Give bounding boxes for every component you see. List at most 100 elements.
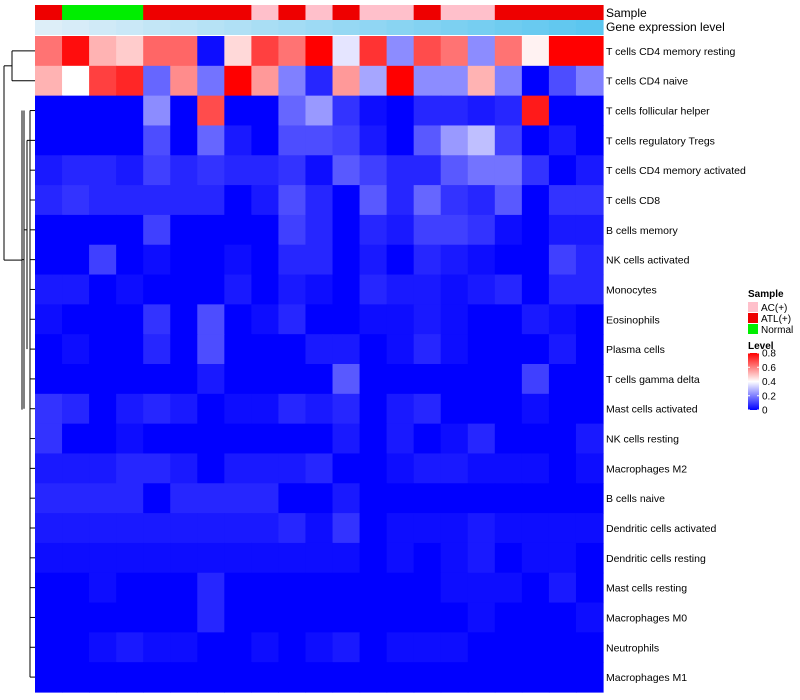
heatmap-cell <box>494 185 523 216</box>
heatmap-cell <box>521 542 550 574</box>
heatmap-cell <box>359 244 388 276</box>
heatmap-cell <box>35 662 63 693</box>
heatmap-cell <box>413 244 442 276</box>
heatmap-cell <box>332 185 361 216</box>
heatmap-cell <box>521 453 550 484</box>
heatmap-cell <box>278 364 307 395</box>
heatmap-cell <box>521 95 550 127</box>
heatmap-cell <box>413 65 442 97</box>
heatmap-cell <box>521 274 550 305</box>
heatmap-cell <box>35 364 63 395</box>
heatmap-cell <box>197 65 225 97</box>
heatmap-cell <box>197 483 225 514</box>
heatmap-cell <box>116 572 144 604</box>
heatmap-cell <box>521 602 550 633</box>
heatmap-cell <box>278 483 307 514</box>
heatmap-cell <box>224 453 252 484</box>
heatmap-cell <box>440 95 469 127</box>
heatmap-cell <box>143 36 171 67</box>
heatmap-cell <box>494 125 523 156</box>
sample-annotation-cell <box>278 5 307 20</box>
expression-level-annotation-cell <box>467 20 496 35</box>
heatmap-cell <box>62 65 90 97</box>
row-label: Dendritic cells resting <box>606 553 706 565</box>
heatmap-cell <box>548 65 577 97</box>
row-label: NK cells activated <box>606 255 690 267</box>
heatmap-cell <box>332 542 361 574</box>
heatmap-cell <box>548 632 577 663</box>
heatmap-cell <box>413 155 442 186</box>
expression-level-track-label: Gene expression level <box>606 20 725 34</box>
heatmap-cell <box>116 155 144 186</box>
heatmap-cell <box>170 513 198 544</box>
heatmap-cell <box>494 513 523 544</box>
heatmap-cell <box>251 542 280 574</box>
heatmap-cell <box>170 393 198 425</box>
heatmap-cell <box>116 602 144 633</box>
heatmap-cell <box>278 334 307 365</box>
heatmap-cell <box>143 214 171 246</box>
heatmap-cell <box>143 304 171 335</box>
heatmap-cell <box>224 364 252 395</box>
heatmap-cell <box>278 602 307 633</box>
heatmap-cell <box>35 572 63 604</box>
heatmap-cell <box>548 244 577 276</box>
heatmap-cell <box>305 632 334 663</box>
heatmap-cell <box>170 364 198 395</box>
heatmap-cell <box>89 602 117 633</box>
heatmap-cell <box>197 95 225 127</box>
heatmap-cell <box>116 244 144 276</box>
heatmap-cell <box>440 334 469 365</box>
heatmap-cell <box>197 155 225 186</box>
row-label: T cells CD4 memory activated <box>606 165 746 177</box>
heatmap-cell <box>170 274 198 305</box>
heatmap-cell <box>89 364 117 395</box>
heatmap-cell <box>62 632 90 663</box>
heatmap-cell <box>224 513 252 544</box>
heatmap-cell <box>251 36 280 67</box>
heatmap-cell <box>413 542 442 574</box>
heatmap-cell <box>467 125 496 156</box>
heatmap-cell <box>386 125 415 156</box>
legend-swatch <box>748 302 758 312</box>
heatmap-cell <box>278 632 307 663</box>
heatmap-cell <box>575 662 604 693</box>
heatmap-cell <box>440 602 469 633</box>
heatmap-cell <box>467 36 496 67</box>
heatmap-cell <box>116 423 144 455</box>
heatmap-cell <box>467 423 496 455</box>
heatmap-cell <box>413 513 442 544</box>
heatmap-cell <box>548 423 577 455</box>
legend-entry-label: ATL(+) <box>761 314 791 325</box>
heatmap-cell <box>413 185 442 216</box>
heatmap-cell <box>305 185 334 216</box>
sample-annotation-cell <box>116 5 144 20</box>
heatmap-cell <box>89 632 117 663</box>
legend-tick-label: 0.2 <box>762 391 776 402</box>
heatmap-cell <box>548 483 577 514</box>
heatmap-cell <box>197 364 225 395</box>
heatmap-cell <box>359 602 388 633</box>
heatmap-cell <box>170 36 198 67</box>
heatmap-cell <box>575 95 604 127</box>
heatmap-cell <box>170 155 198 186</box>
heatmap-cell <box>35 185 63 216</box>
heatmap-cell <box>386 185 415 216</box>
heatmap-cell <box>170 185 198 216</box>
heatmap-cell <box>332 125 361 156</box>
heatmap-cell <box>521 393 550 425</box>
sample-annotation-cell <box>413 5 442 20</box>
heatmap-cell <box>251 274 280 305</box>
heatmap-cell <box>359 483 388 514</box>
heatmap-cell <box>89 185 117 216</box>
heatmap-cell <box>386 423 415 455</box>
heatmap-cell <box>575 423 604 455</box>
sample-annotation-cell <box>332 5 361 20</box>
heatmap-cell <box>413 662 442 693</box>
heatmap-cell <box>305 602 334 633</box>
heatmap-cell <box>359 632 388 663</box>
heatmap-cell <box>521 125 550 156</box>
heatmap-cell <box>35 155 63 186</box>
heatmap-cell <box>467 453 496 484</box>
heatmap-cell <box>197 423 225 455</box>
